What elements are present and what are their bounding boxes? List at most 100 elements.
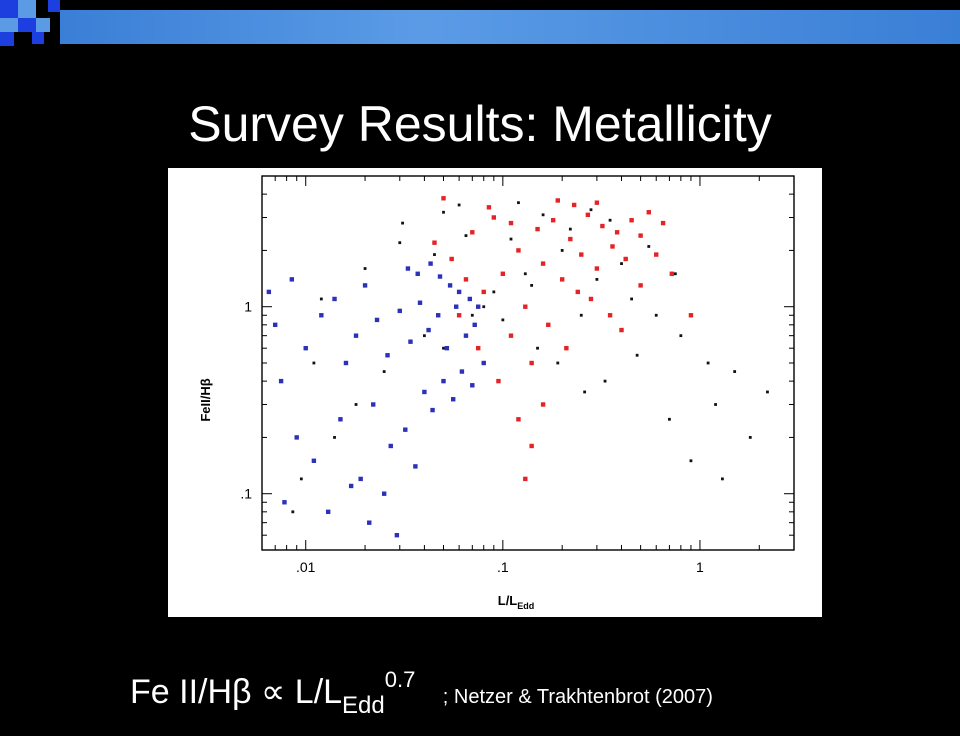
data-point	[579, 252, 584, 257]
formula-reference: ; Netzer & Trakhtenbrot (2007)	[442, 686, 713, 708]
formula-rhs-exponent: 0.7	[384, 667, 416, 692]
data-point	[426, 327, 431, 333]
data-point	[417, 300, 423, 305]
formula-rhs-subscript: Edd	[342, 692, 385, 719]
data-point	[646, 210, 651, 215]
data-point	[579, 313, 583, 317]
data-point	[647, 245, 651, 248]
data-point	[464, 234, 468, 238]
formula-caption: Fe II/Hβ ∝ L/LEdd0.7 ; Netzer & Trakhten…	[130, 650, 713, 736]
axis-ticks: .01 .1 1 .1 1	[240, 175, 795, 575]
data-point	[540, 402, 546, 407]
data-point	[508, 333, 514, 338]
data-point	[459, 369, 465, 374]
data-point	[278, 378, 284, 384]
data-point	[432, 240, 437, 245]
data-point	[353, 333, 359, 338]
data-point	[428, 261, 433, 266]
data-point	[312, 361, 316, 365]
decor-square	[32, 32, 44, 44]
data-point	[476, 345, 481, 351]
decor-square	[36, 18, 50, 32]
data-point	[332, 296, 337, 302]
chart-points	[266, 196, 769, 538]
data-point	[481, 289, 486, 295]
data-point	[348, 483, 354, 489]
chart-svg: .01 .1 1 .1 1 FeII/Hβ L/LEdd	[198, 175, 795, 611]
data-point	[660, 220, 666, 226]
data-point	[546, 322, 551, 328]
x-axis-label: L/LEdd	[498, 593, 535, 611]
data-point	[608, 218, 612, 222]
data-point	[529, 443, 534, 449]
data-point	[382, 370, 386, 373]
data-point	[594, 200, 600, 205]
data-point	[766, 390, 769, 394]
data-point	[333, 436, 336, 439]
data-point	[437, 274, 443, 279]
data-point	[540, 261, 546, 266]
data-point	[447, 283, 453, 288]
data-point	[457, 203, 461, 207]
data-point	[668, 417, 671, 421]
data-point	[564, 345, 569, 351]
data-point	[381, 491, 387, 496]
data-point	[303, 345, 308, 351]
data-point	[444, 345, 450, 351]
data-point	[585, 212, 591, 218]
data-point	[614, 230, 620, 235]
data-point	[560, 249, 564, 252]
data-point	[338, 417, 343, 422]
x-tick-label: .1	[497, 559, 509, 575]
data-point	[516, 248, 521, 253]
data-point	[343, 360, 349, 366]
data-point	[610, 244, 615, 249]
data-point	[620, 262, 623, 266]
data-point	[733, 370, 737, 373]
data-point	[294, 435, 299, 440]
data-point	[463, 277, 469, 282]
data-point	[362, 283, 368, 288]
data-point	[482, 305, 486, 309]
data-point	[679, 334, 683, 338]
data-point	[559, 277, 565, 282]
data-point	[530, 284, 534, 287]
data-point	[470, 230, 475, 235]
data-point	[470, 383, 475, 388]
proportional-symbol: ∝	[261, 673, 286, 711]
data-point	[575, 289, 580, 295]
data-point	[401, 221, 404, 225]
data-point	[385, 353, 390, 358]
data-point	[272, 322, 278, 328]
data-point	[603, 379, 607, 383]
data-point	[371, 402, 376, 407]
x-tick-label: .01	[296, 559, 316, 575]
y-tick-label: 1	[244, 299, 252, 315]
data-point	[654, 252, 659, 257]
data-point	[442, 346, 445, 350]
decor-square	[0, 18, 18, 32]
data-point	[374, 317, 380, 323]
data-point	[595, 277, 599, 281]
slide-title: Survey Results: Metallicity	[188, 96, 772, 152]
data-point	[583, 390, 587, 394]
data-point	[470, 313, 474, 317]
data-point	[491, 215, 497, 220]
data-point	[638, 283, 643, 288]
data-point	[423, 334, 426, 338]
formula-rhs: L/L	[294, 673, 343, 711]
data-point	[523, 272, 527, 276]
data-point	[748, 436, 752, 439]
data-point	[689, 459, 693, 463]
data-point	[467, 296, 473, 302]
data-point	[403, 427, 408, 432]
data-point	[289, 277, 295, 282]
data-point	[500, 271, 506, 276]
data-point	[638, 233, 643, 238]
decor-band	[60, 10, 960, 44]
data-point	[449, 256, 454, 262]
data-point	[291, 510, 295, 514]
data-point	[630, 297, 633, 301]
y-axis-label: FeII/Hβ	[198, 378, 213, 421]
data-point	[422, 389, 427, 395]
